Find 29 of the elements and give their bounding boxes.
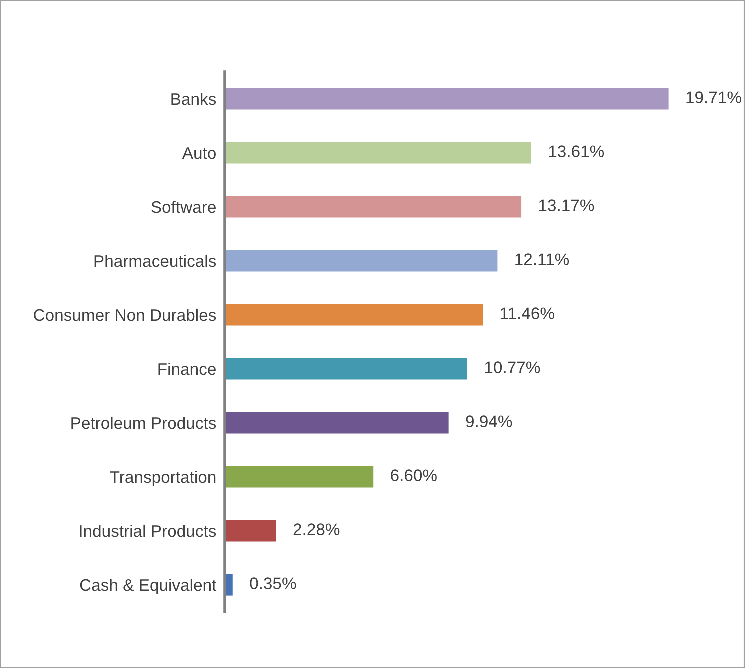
y-tick-label: Software — [152, 200, 216, 214]
bar — [225, 412, 449, 434]
bar — [225, 304, 484, 326]
data-label: 2.28% — [294, 524, 340, 536]
y-tick-label: Banks — [172, 92, 216, 106]
data-label: 6.60% — [391, 470, 437, 482]
data-label: 19.71% — [686, 92, 742, 104]
y-tick-label: Auto — [182, 148, 216, 160]
bar — [225, 88, 669, 110]
bar — [225, 196, 522, 218]
y-tick-label: Transportation — [110, 470, 216, 486]
data-label: 12.11% — [516, 254, 570, 266]
y-tick-label: Cash & Equivalent — [80, 578, 217, 594]
bar — [225, 250, 498, 272]
data-label: 10.77% — [485, 362, 540, 374]
data-label: 0.35% — [250, 578, 296, 590]
y-tick-label: Pharmaceuticals — [94, 254, 216, 268]
bar — [225, 142, 532, 164]
data-label: 9.94% — [466, 416, 512, 428]
bar — [225, 466, 374, 488]
y-tick-label: Petroleum Products — [72, 416, 216, 430]
bar — [225, 358, 468, 380]
data-label: 13.17% — [539, 200, 594, 212]
y-tick-label: Consumer Non Durables — [34, 308, 216, 322]
y-tick-label: Finance — [158, 362, 216, 376]
data-label: 11.46% — [500, 308, 554, 320]
bar — [225, 520, 276, 542]
data-label: 13.61% — [549, 146, 604, 158]
y-tick-label: Industrial Products — [80, 524, 216, 538]
